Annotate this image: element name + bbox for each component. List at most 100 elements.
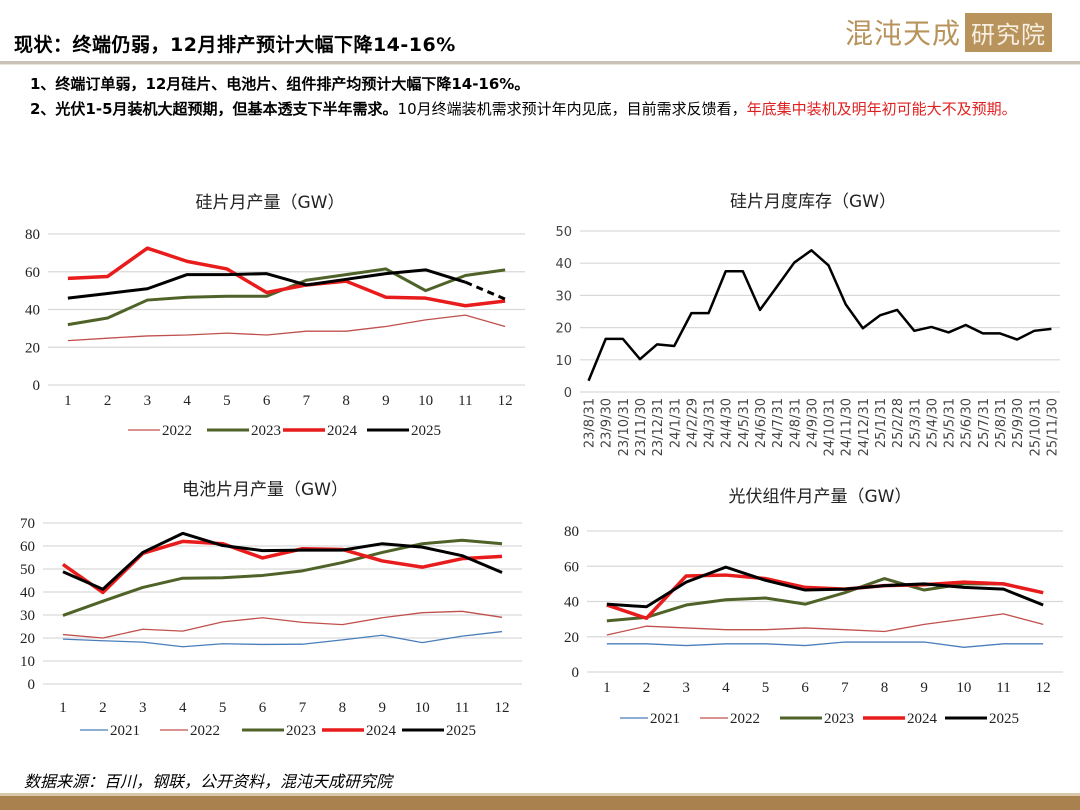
footer-divider [0, 793, 1080, 796]
series-line-2022 [62, 610, 503, 639]
x-tick-label: 1 [603, 680, 611, 696]
module-production-chart: 光伏组件月产量（GW） 0 20 40 60 80 1 2 3 4 5 6 7 8 9 10 11 12 2021 2… [545, 480, 1080, 760]
x-tick-label: 5 [223, 393, 231, 409]
x-tick-label: 25/9/30 [1011, 398, 1026, 448]
x-tick-label: 8 [339, 700, 347, 716]
y-tick-label: 0 [572, 665, 580, 681]
x-tick-label: 24/1/31 [668, 398, 683, 448]
bullet-1-bold: 1、终端订单弱，12月硅片、电池片、组件排产均预计大幅下降14-16%。 [30, 75, 530, 93]
x-tick-label: 9 [382, 393, 390, 409]
y-tick-label: 20 [555, 322, 572, 337]
series-line-2024 [67, 246, 506, 308]
y-tick-label: 50 [20, 562, 35, 578]
logo-box-text: 研究院 [965, 12, 1053, 52]
x-tick-label: 3 [144, 393, 152, 409]
x-tick-label: 23/9/30 [600, 398, 615, 448]
x-tick-label: 24/3/31 [703, 398, 718, 448]
x-tick-label: 10 [418, 393, 433, 409]
y-tick-label: 80 [564, 524, 579, 540]
x-tick-label: 24/9/30 [805, 398, 820, 448]
series-line-2021 [606, 641, 1044, 648]
x-tick-label: 2 [104, 393, 112, 409]
x-tick-label: 25/11/30 [1045, 398, 1060, 456]
x-tick-label: 1 [59, 700, 67, 716]
x-tick-label: 25/1/31 [874, 398, 889, 448]
x-tick-label: 2 [643, 680, 651, 696]
y-tick-label: 40 [25, 303, 40, 319]
legend-label: 2025 [446, 723, 476, 739]
y-tick-label: 20 [20, 631, 35, 647]
legend-label: 2024 [907, 711, 938, 727]
y-tick-label: 60 [25, 265, 40, 281]
x-tick-label: 24/8/31 [788, 398, 803, 448]
series-line-库存 [587, 249, 1052, 382]
wafer-inventory-chart: 硅片月度库存（GW） 0 10 20 30 40 50 23/8/31 23/9/30 23/10… [545, 180, 1080, 470]
x-tick-label: 2 [99, 700, 107, 716]
chart-title: 电池片月产量（GW） [182, 480, 348, 500]
x-tick-label: 24/6/30 [754, 398, 769, 448]
x-tick-label: 10 [956, 680, 971, 696]
x-tick-label: 11 [996, 680, 1010, 696]
x-tick-label: 25/8/31 [994, 398, 1009, 448]
x-tick-label: 7 [841, 680, 849, 696]
brand-logo: 混沌天成 研究院 [845, 12, 1053, 52]
y-tick-label: 20 [564, 630, 579, 646]
y-tick-label: 50 [555, 225, 572, 240]
x-tick-label: 24/4/30 [720, 398, 735, 448]
x-tick-label: 25/5/31 [943, 398, 958, 448]
legend-label: 2024 [327, 423, 358, 439]
x-tick-label: 23/8/31 [583, 398, 598, 448]
footer-bar [0, 796, 1080, 810]
x-tick-label: 24/11/30 [840, 398, 855, 456]
legend-label: 2023 [251, 423, 281, 439]
y-tick-label: 40 [20, 585, 35, 601]
y-tick-label: 30 [555, 289, 572, 304]
series-line-2023 [67, 267, 506, 327]
y-tick-label: 60 [564, 559, 579, 575]
x-tick-label: 25/10/31 [1028, 398, 1043, 456]
x-tick-label: 24/7/31 [771, 398, 786, 448]
inventory-svg: 硅片月度库存（GW） 0 10 20 30 40 50 23/8/31 23/9/30 23/10… [555, 192, 1060, 456]
x-tick-label: 25/7/31 [977, 398, 992, 448]
legend-label: 2024 [366, 723, 397, 739]
legend-label: 2023 [286, 723, 316, 739]
x-tick-label: 24/5/31 [737, 398, 752, 448]
x-tick-label: 12 [1036, 680, 1051, 696]
x-tick-label: 23/12/31 [651, 398, 666, 456]
x-tick-label: 4 [179, 700, 187, 716]
x-tick-label: 11 [458, 393, 472, 409]
x-tick-label: 9 [379, 700, 387, 716]
logo-main-text: 混沌天成 [845, 17, 962, 50]
x-tick-label: 9 [920, 680, 928, 696]
summary-bullets: 1、终端订单弱，12月硅片、电池片、组件排产均预计大幅下降14-16%。 2、光… [30, 72, 1070, 122]
x-tick-label: 25/2/28 [891, 398, 906, 448]
series-line-2025-forecast [464, 280, 506, 301]
x-tick-label: 6 [801, 680, 809, 696]
x-tick-label: 24/12/31 [857, 398, 872, 456]
header-divider-light [0, 64, 1080, 65]
x-tick-label: 4 [722, 680, 730, 696]
legend-label: 2025 [989, 711, 1019, 727]
x-tick-label: 6 [259, 700, 267, 716]
x-tick-label: 8 [881, 680, 889, 696]
y-tick-label: 10 [555, 354, 572, 369]
header-divider [0, 61, 1080, 64]
series-line-2022 [67, 314, 506, 342]
series-line-2021 [62, 630, 503, 648]
y-tick-label: 30 [20, 608, 35, 624]
header: 现状：终端仍弱，12月排产预计大幅下降14-16% 混沌天成 研究院 [0, 0, 1080, 65]
x-tick-label: 25/4/30 [925, 398, 940, 448]
legend-label: 2022 [162, 423, 192, 439]
series-line-2022 [606, 613, 1044, 636]
x-tick-label: 8 [342, 393, 350, 409]
series-line-2025 [606, 565, 1044, 609]
x-tick-label: 12 [498, 393, 513, 409]
page-title: 现状：终端仍弱，12月排产预计大幅下降14-16% [14, 34, 456, 56]
x-tick-label: 12 [495, 700, 510, 716]
x-tick-label: 24/2/29 [685, 398, 700, 448]
cell-production-chart: 电池片月产量（GW） 0 10 20 30 40 50 60 70 1 2 3 4 5 6 7 8 9 10 11 12… [0, 470, 545, 760]
x-tick-label: 7 [299, 700, 307, 716]
chart-title: 硅片月度库存（GW） [730, 192, 896, 212]
